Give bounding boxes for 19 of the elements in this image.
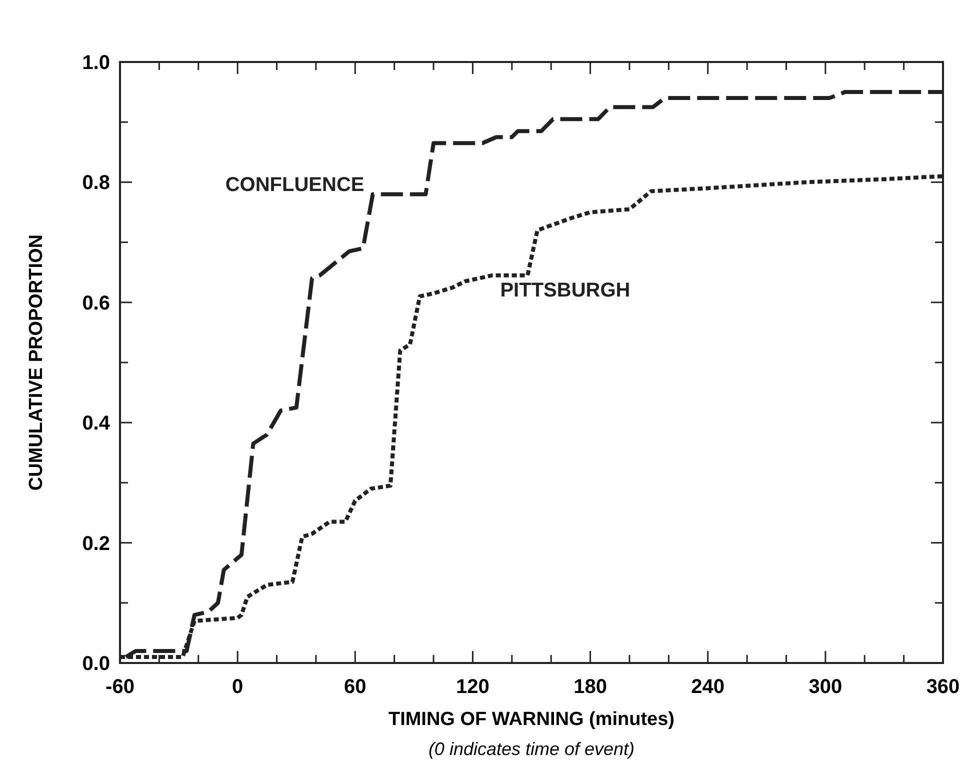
y-tick-label: 0.4 xyxy=(82,412,111,435)
series-label: CONFLUENCE xyxy=(225,174,364,196)
x-tick-label: 60 xyxy=(344,676,366,698)
x-tick-label: 0 xyxy=(232,676,244,698)
x-tick-label: 360 xyxy=(926,676,960,698)
x-tick-label: 180 xyxy=(574,676,607,698)
y-tick-label: 0.8 xyxy=(82,172,110,194)
x-tick-label: 300 xyxy=(808,676,842,698)
y-tick-label: 0.6 xyxy=(82,292,110,314)
y-tick-label: 0.2 xyxy=(82,532,110,555)
x-tick-label: 120 xyxy=(456,676,490,698)
x-tick-label: -60 xyxy=(106,676,134,698)
x-axis-title: TIMING OF WARNING (minutes) xyxy=(388,709,675,730)
y-axis-title: CUMULATIVE PROPORTION xyxy=(26,234,47,491)
y-tick-label: 0.0 xyxy=(82,653,110,675)
series-label: PITTSBURGH xyxy=(500,279,630,302)
text: (0 indicates time of event) xyxy=(428,739,635,759)
x-tick-label: 240 xyxy=(691,676,725,698)
y-tick-label: 1.0 xyxy=(82,52,110,74)
